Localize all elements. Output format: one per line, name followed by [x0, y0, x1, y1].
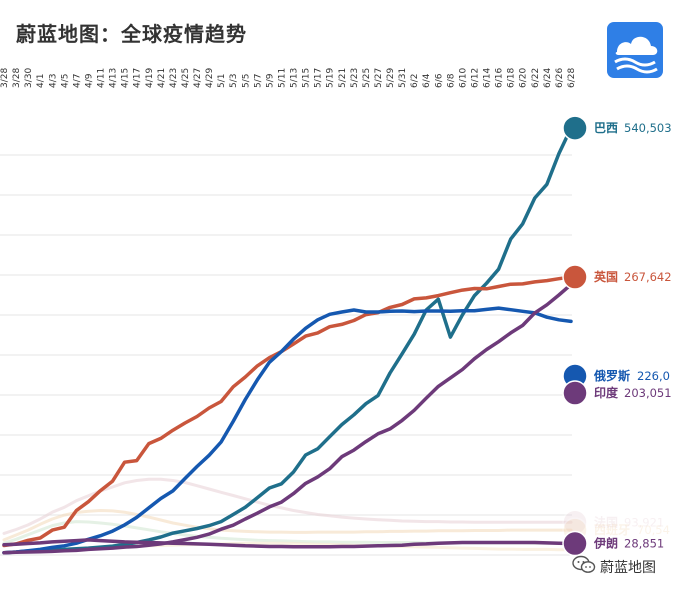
x-tick-label: 4/19 — [145, 68, 155, 88]
x-tick-label: 4/7 — [72, 74, 82, 88]
x-tick-label: 5/9 — [265, 73, 275, 88]
x-tick-label: 6/10 — [458, 68, 468, 88]
series-line — [2, 126, 573, 555]
series-name: 英国 — [594, 269, 618, 284]
flag-icon — [562, 264, 588, 290]
series-value: 203,051 — [624, 386, 672, 400]
x-tick-label: 4/23 — [169, 68, 179, 88]
x-tick-label: 4/25 — [181, 68, 191, 88]
watermark: 蔚蓝地图 — [572, 555, 656, 579]
x-tick-label: 4/3 — [48, 74, 58, 88]
x-tick-label: 6/14 — [483, 68, 493, 88]
series-line — [2, 306, 573, 555]
x-tick-label: 6/4 — [422, 73, 432, 88]
x-tick-label: 5/21 — [338, 68, 348, 88]
series-name: 西班牙 — [594, 522, 630, 537]
series-name: 法国 — [594, 514, 618, 529]
x-tick-label: 4/5 — [60, 74, 70, 88]
x-tick-label: 3/28 — [12, 68, 22, 88]
x-tick-label: 6/24 — [543, 68, 553, 88]
series-line — [2, 275, 573, 548]
x-tick-label: 5/27 — [374, 68, 384, 88]
x-tick-label: 4/13 — [109, 68, 119, 88]
series-name: 伊朗 — [593, 536, 618, 551]
x-tick-label: 4/15 — [121, 68, 131, 88]
x-tick-label: 4/1 — [36, 74, 46, 88]
series-value: 540,503 — [624, 121, 672, 135]
series-line — [2, 538, 573, 549]
x-tick-label: 4/29 — [205, 68, 215, 88]
x-tick-label: 5/23 — [350, 68, 360, 88]
x-tick-label: 6/18 — [507, 68, 517, 88]
x-tick-label: 6/16 — [495, 68, 505, 88]
series-value: 93,921 — [624, 515, 664, 529]
x-tick-label: 6/26 — [555, 68, 565, 88]
x-tick-label: 4/17 — [133, 68, 143, 88]
x-tick-label: 6/22 — [531, 68, 541, 88]
x-tick-label: 6/2 — [410, 74, 420, 88]
x-tick-label: 5/7 — [253, 74, 263, 88]
wechat-icon — [572, 555, 596, 579]
x-tick-label: 5/25 — [362, 68, 372, 88]
series-line — [2, 509, 573, 542]
series-label: 伊朗 28,851 — [562, 530, 664, 557]
x-tick-label: 5/15 — [302, 68, 312, 88]
page-title: 蔚蓝地图：全球疫情趋势 — [16, 22, 247, 46]
flag-icon — [562, 115, 588, 141]
series-label: 法国 93,921 — [562, 509, 664, 536]
series-label: 英国 267,642 — [562, 264, 672, 290]
flag-icon — [562, 530, 588, 557]
watermark-text: 蔚蓝地图 — [600, 560, 656, 576]
x-tick-label: 4/11 — [97, 68, 107, 88]
x-tick-label: 6/8 — [446, 73, 456, 88]
series-value: 28,851 — [624, 537, 664, 551]
x-tick-label: 5/31 — [398, 68, 408, 88]
series-name: 巴西 — [594, 121, 618, 135]
series-name: 印度 — [594, 385, 619, 400]
series-label: 印度 203,051 — [562, 380, 672, 406]
series-value: 267,642 — [624, 270, 672, 284]
x-tick-label: 4/27 — [193, 68, 203, 88]
x-tick-label: 5/29 — [386, 68, 396, 88]
x-tick-label: 3/28 — [0, 68, 10, 88]
series-line — [2, 477, 573, 535]
series-label: 巴西 540,503 — [562, 115, 672, 141]
x-tick-label: 4/9 — [84, 73, 94, 88]
x-tick-label: 5/11 — [277, 68, 287, 88]
series-value: 226,0 — [637, 369, 670, 383]
cloud-logo-icon — [607, 22, 663, 78]
x-tick-label: 5/19 — [326, 68, 336, 88]
series-line — [2, 282, 573, 555]
x-tick-label: 5/1 — [217, 74, 227, 88]
x-tick-label: 4/21 — [157, 68, 167, 88]
series-value: 70,54 — [637, 523, 670, 537]
x-tick-label: 5/13 — [290, 68, 300, 88]
x-tick-label: 6/6 — [434, 73, 444, 88]
x-tick-label: 5/3 — [229, 74, 239, 88]
x-tick-label: 5/17 — [314, 68, 324, 88]
x-tick-label: 6/12 — [470, 68, 480, 88]
series-name: 俄罗斯 — [593, 368, 630, 383]
x-tick-label: 6/20 — [519, 68, 529, 88]
x-tick-label: 6/28 — [567, 68, 577, 88]
x-tick-label: 5/5 — [241, 74, 251, 88]
x-tick-label: 3/30 — [24, 68, 34, 88]
flag-icon — [562, 380, 588, 406]
